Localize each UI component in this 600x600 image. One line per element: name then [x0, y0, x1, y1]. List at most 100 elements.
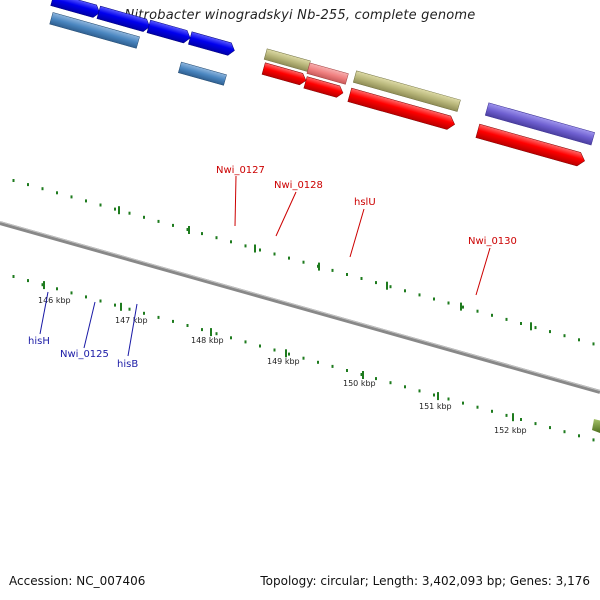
- tick-dot: [389, 381, 392, 385]
- kbp-label: 146 kbp: [38, 296, 71, 305]
- tick-dot: [186, 324, 189, 327]
- tick-dot: [389, 285, 392, 289]
- major-tick: [530, 322, 532, 331]
- tick-dot: [491, 313, 493, 317]
- gene-box-steel: [178, 61, 227, 86]
- tick-dot: [404, 385, 406, 389]
- major-tick: [43, 281, 45, 290]
- tick-dot: [56, 287, 58, 291]
- tick-dot: [505, 413, 508, 417]
- outer-tick-track: [12, 179, 595, 346]
- tick-dot: [404, 289, 406, 293]
- genome-summary-text: Topology: circular; Length: 3,402,093 bp…: [260, 574, 590, 588]
- accession-text: Accession: NC_007406: [9, 574, 146, 588]
- tick-dot: [360, 373, 363, 376]
- tick-dot: [99, 299, 102, 303]
- gene-box-hslu: [352, 70, 461, 112]
- tick-dot: [592, 438, 595, 442]
- tick-dot: [563, 430, 566, 434]
- reverse-feature-labels: hisH Nwi_0125 hisB: [28, 291, 138, 370]
- label-hish: hisH: [28, 336, 50, 347]
- inner-tick-track: [12, 275, 595, 442]
- major-tick: [118, 206, 120, 215]
- major-tick: [386, 281, 388, 290]
- tick-dot: [244, 340, 247, 344]
- tick-dot: [520, 322, 522, 325]
- tick-dot: [114, 303, 116, 307]
- tick-dot: [375, 377, 377, 381]
- tick-dot: [418, 389, 421, 393]
- tick-dot: [447, 397, 450, 401]
- label-nwi0127: Nwi_0127: [216, 165, 265, 176]
- tick-dot: [259, 248, 261, 252]
- tick-dot: [70, 291, 73, 295]
- tick-dot: [317, 360, 319, 364]
- gene-arrow: [50, 0, 100, 18]
- tick-dot: [331, 268, 334, 272]
- tick-dot: [157, 315, 160, 319]
- tick-dot: [331, 364, 334, 368]
- tick-dot: [462, 305, 464, 309]
- backbone-line: [0, 221, 600, 394]
- gene-arrow: [146, 19, 191, 44]
- tick-dot: [578, 338, 580, 342]
- kbp-label: 152 kbp: [494, 426, 527, 435]
- tick-dot: [346, 369, 348, 372]
- cds-arrow: [261, 62, 307, 86]
- cds-arrow: [303, 76, 344, 98]
- tick-dot: [592, 342, 595, 346]
- label-nwi0130: Nwi_0130: [468, 236, 517, 247]
- label-hslu: hslU: [354, 197, 376, 208]
- tick-dot: [143, 215, 145, 219]
- tick-dot: [56, 191, 58, 195]
- tick-dot: [143, 311, 145, 315]
- tick-dot: [128, 211, 131, 215]
- tick-dot: [273, 348, 276, 352]
- tick-dot: [491, 409, 493, 413]
- tick-dot: [41, 283, 44, 287]
- tick-dot: [476, 309, 479, 313]
- gene-box-nwi0128: [306, 62, 349, 85]
- kbp-label: 149 kbp: [267, 357, 300, 366]
- tick-dot: [230, 336, 232, 340]
- tick-dot: [288, 352, 290, 356]
- gene-box-nwi0130: [484, 102, 595, 146]
- gene-arrow: [188, 31, 235, 56]
- tick-dot: [201, 232, 203, 236]
- tick-dot: [447, 301, 450, 305]
- tick-dot: [172, 319, 174, 323]
- major-tick: [210, 328, 212, 337]
- cds-arrow: [347, 87, 455, 130]
- label-nwi0128: Nwi_0128: [274, 180, 323, 191]
- forward-feature-labels: Nwi_0127 Nwi_0128 hslU Nwi_0130: [216, 165, 517, 296]
- kbp-label: 147 kbp: [115, 316, 148, 325]
- major-tick: [362, 371, 364, 379]
- tick-dot: [172, 223, 174, 227]
- tick-dot: [114, 207, 116, 211]
- cds-arrow: [475, 123, 585, 167]
- tick-dot: [375, 281, 377, 285]
- tick-dot: [215, 332, 218, 336]
- tick-dot: [418, 293, 421, 297]
- tick-dot: [476, 405, 479, 409]
- tick-dot: [360, 277, 363, 280]
- tick-dot: [534, 326, 537, 330]
- tick-dot: [70, 195, 73, 199]
- major-tick: [460, 302, 462, 311]
- tick-dot: [520, 418, 522, 421]
- tick-dot: [244, 244, 247, 248]
- tick-dot: [346, 273, 348, 276]
- major-tick: [318, 262, 320, 271]
- tick-dot: [128, 307, 131, 311]
- genome-title: Nitrobacter winogradskyi Nb-255, complet…: [124, 8, 476, 23]
- tick-dot: [186, 228, 189, 231]
- major-tick: [188, 226, 190, 234]
- tick-dot: [273, 252, 276, 256]
- tick-dot: [302, 260, 305, 264]
- tick-dot: [27, 279, 29, 283]
- tick-dot: [302, 356, 305, 360]
- tick-dot: [215, 236, 218, 240]
- tick-dot: [549, 426, 551, 430]
- tick-dot: [578, 434, 580, 438]
